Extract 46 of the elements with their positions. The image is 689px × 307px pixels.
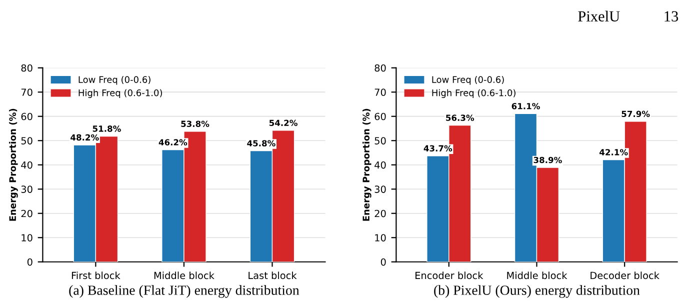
data-label: 53.8% — [181, 120, 210, 127]
x-tick-label: Middle block — [154, 272, 214, 280]
y-tick-label: 80 — [374, 64, 386, 72]
text: (b) PixelU (Ours) energy distribution — [434, 285, 640, 298]
y-tick-label: 70 — [21, 88, 32, 96]
data-label: 45.8% — [247, 140, 276, 146]
y-tick-label: 30 — [21, 186, 32, 193]
data-label: 48.2% — [70, 134, 99, 141]
data-label: 38.9% — [534, 156, 562, 164]
data-label: 42.1% — [600, 149, 628, 156]
x-tick-label: Last block — [248, 272, 297, 280]
y-tick-label: 10 — [375, 234, 386, 242]
y-tick-label: 70 — [374, 88, 386, 96]
y-tick-label: 20 — [374, 210, 386, 218]
text: 13 — [664, 11, 678, 22]
x-tick-label: Encoder block — [416, 272, 484, 280]
x-tick-label: Middle block — [507, 272, 568, 280]
data-label: 51.8% — [92, 126, 121, 132]
data-label: 43.7% — [424, 145, 452, 152]
y-tick-label: 40 — [21, 161, 32, 169]
y-tick-label: 60 — [374, 112, 386, 120]
y-tick-label: 40 — [374, 161, 386, 169]
y-tick-label: 10 — [22, 234, 32, 242]
y-tick-label: 30 — [374, 186, 386, 193]
data-label: 57.9% — [622, 110, 650, 118]
data-label: 56.3% — [446, 114, 474, 121]
text: (a) Baseline (Flat JiT) energy distribution — [69, 285, 300, 298]
legend-label: High Freq (0.6-1.0) — [432, 89, 516, 98]
y-tick-label: 0 — [27, 258, 32, 266]
y-tick-label: 50 — [21, 137, 32, 144]
y-tick-label: 20 — [21, 210, 32, 218]
data-label: 46.2% — [158, 139, 188, 146]
data-label: 61.1% — [512, 102, 540, 110]
legend-label: Low Freq (0-0.6) — [78, 76, 150, 85]
x-tick-label: First block — [72, 272, 120, 280]
y-tick-label: 80 — [21, 64, 32, 72]
x-tick-label: Decoder block — [590, 272, 660, 280]
y-tick-label: 50 — [374, 137, 386, 144]
legend-label: High Freq (0.6-1.0) — [78, 89, 162, 98]
y-axis-title: Energy Proportion (%) — [362, 108, 372, 221]
legend-label: Low Freq (0-0.6) — [432, 76, 504, 85]
y-tick-label: 60 — [21, 112, 32, 120]
data-label: 54.2% — [269, 120, 298, 126]
text: PixelU — [578, 10, 620, 22]
y-tick-label: 0 — [380, 258, 386, 266]
y-axis-title: Energy Proportion (%) — [9, 108, 18, 221]
